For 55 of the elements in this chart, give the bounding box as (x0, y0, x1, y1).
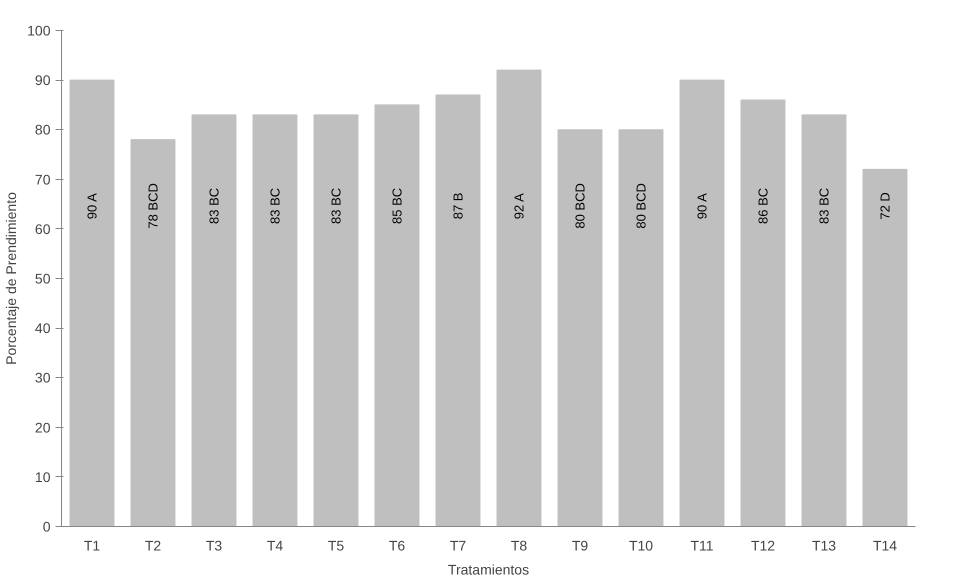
x-axis-title: Tratamientos (448, 562, 530, 578)
bar (70, 80, 114, 526)
data-label: 83 BC (206, 188, 222, 224)
x-tick-label: T11 (690, 538, 714, 554)
data-label: 80 BCD (572, 183, 588, 229)
x-tick-label: T2 (144, 538, 162, 554)
bar (496, 70, 542, 526)
data-label: 83 BC (816, 188, 832, 224)
y-tick-label: 20 (34, 419, 51, 436)
y-tick-label: 30 (34, 370, 51, 386)
x-tick-label: T12 (750, 538, 776, 554)
data-label: 83 BC (328, 188, 344, 224)
x-tick-label: T3 (206, 538, 222, 554)
y-tick-label: 50 (34, 270, 51, 286)
x-tick-label: T5 (328, 538, 344, 554)
data-label: 87 B (450, 192, 466, 220)
data-label: 86 BC (756, 188, 770, 224)
x-tick-label: T13 (812, 538, 836, 554)
x-tick-label: T9 (572, 538, 588, 554)
x-tick-label: T6 (388, 538, 406, 554)
data-label: 90 A (84, 192, 100, 220)
y-axis-title: Porcentaje de Prendimiento (3, 192, 20, 365)
y-tick-label: 0 (42, 518, 51, 534)
data-label: 83 BC (268, 188, 282, 224)
data-label: 78 BCD (146, 183, 160, 229)
x-tick-label: T1 (84, 538, 100, 554)
data-label: 85 BC (390, 188, 404, 224)
bar (252, 114, 298, 526)
y-tick-label: 100 (27, 22, 51, 38)
bar (862, 168, 908, 526)
x-tick-label: T7 (450, 538, 466, 554)
y-tick-label: 70 (34, 171, 51, 188)
bar (618, 129, 664, 526)
bar (130, 139, 176, 526)
y-tick-label: 60 (34, 220, 51, 237)
bar (802, 114, 846, 526)
y-tick-label: 90 (34, 72, 51, 88)
bar (436, 94, 480, 526)
data-label: 92 A (512, 192, 526, 220)
y-tick-label: 40 (34, 320, 51, 336)
y-tick-label: 10 (34, 468, 51, 485)
data-label: 72 D (878, 192, 892, 220)
x-tick-label: T14 (872, 538, 898, 554)
y-tick-label: 80 (34, 122, 51, 138)
bar (740, 99, 786, 526)
x-tick-label: T4 (266, 538, 284, 554)
x-tick-label: T8 (510, 538, 528, 554)
bar (192, 114, 236, 526)
bar (680, 80, 724, 526)
data-label: 80 BCD (634, 183, 648, 229)
bar (374, 104, 420, 526)
bar (558, 129, 602, 526)
x-tick-label: T10 (628, 538, 654, 554)
data-label: 90 A (694, 192, 710, 220)
bar (314, 114, 358, 526)
